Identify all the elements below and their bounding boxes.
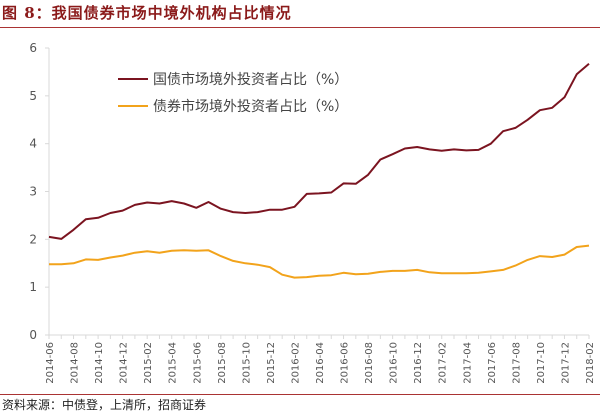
x-tick-label: 2017-06: [487, 342, 498, 384]
y-tick-label: 0: [29, 328, 37, 342]
legend-label-1: 国债市场境外投资者占比（%）: [153, 71, 348, 88]
x-tick-label: 2016-06: [340, 342, 351, 384]
axes: 0 1 2 3 4 5 6 2014-06 2014-08 2014-10 2014-12 2015-…: [29, 41, 596, 384]
x-tick-label: 2017-08: [511, 342, 522, 384]
y-tick-label: 5: [29, 89, 37, 103]
series-line-2: [49, 244, 590, 279]
x-tick-label: 2015-04: [168, 342, 179, 384]
x-tick-label: 2017-04: [462, 342, 473, 384]
y-tick-label: 3: [29, 185, 37, 199]
title-rule: [0, 27, 600, 28]
y-tick-label: 2: [29, 232, 37, 246]
x-tick-label: 2015-06: [192, 342, 203, 384]
x-tick-label: 2017-10: [536, 342, 547, 384]
source-rule: [0, 394, 600, 395]
x-tick-label: 2015-02: [143, 342, 154, 384]
series-line-1: [48, 63, 590, 240]
x-tick-label: 2014-06: [45, 342, 56, 384]
x-tick-label: 2014-08: [70, 342, 81, 384]
x-tick-label: 2016-08: [364, 342, 375, 384]
x-tick-label: 2018-02: [585, 342, 596, 384]
x-tick-label: 2017-12: [560, 342, 571, 384]
x-tick-label: 2016-10: [389, 342, 400, 384]
x-tick-label: 2016-02: [290, 342, 301, 384]
y-tick-label: 6: [29, 41, 37, 55]
x-tick-label: 2015-10: [241, 342, 252, 384]
x-tick-label: 2014-10: [94, 342, 105, 384]
y-tick-label: 1: [29, 280, 37, 294]
x-tick-label: 2015-08: [217, 342, 228, 384]
x-tick-label: 2015-12: [266, 342, 277, 384]
x-tick-label: 2016-04: [315, 342, 326, 384]
x-tick-label: 2014-12: [119, 342, 130, 384]
source-note: 资料来源：中债登，上清所，招商证券: [2, 398, 207, 412]
legend: 国债市场境外投资者占比（%） 债券市场境外投资者占比（%）: [118, 71, 348, 115]
figure-title: 图 8：我国债券市场中境外机构占比情况: [2, 4, 292, 22]
x-tick-label: 2016-12: [413, 342, 424, 384]
x-tick-label: 2017-02: [438, 342, 449, 384]
y-tick-label: 4: [29, 137, 37, 151]
series-lines: [48, 63, 590, 279]
legend-label-2: 债券市场境外投资者占比（%）: [153, 98, 348, 115]
